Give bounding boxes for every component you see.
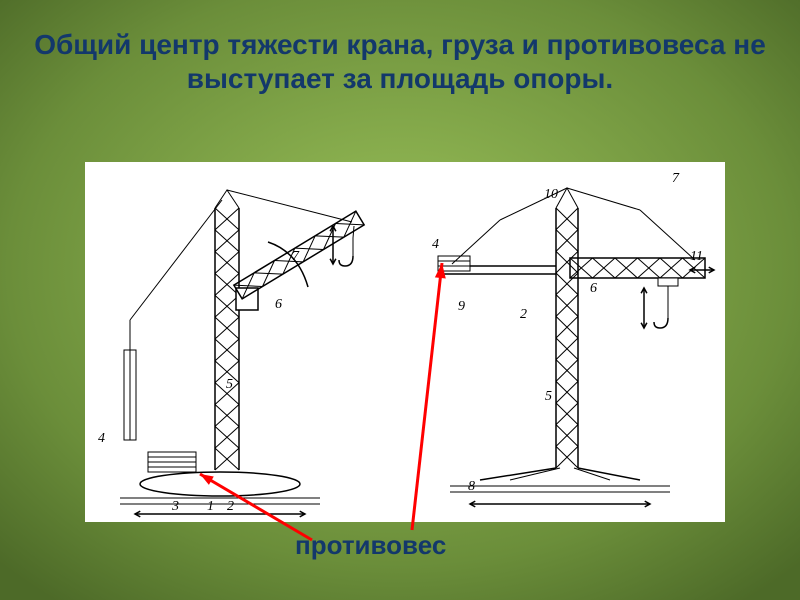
svg-text:8: 8: [468, 479, 475, 494]
svg-text:3: 3: [171, 499, 179, 514]
svg-text:9: 9: [458, 299, 465, 314]
svg-text:7: 7: [672, 171, 680, 186]
svg-text:6: 6: [275, 297, 282, 312]
svg-text:7: 7: [292, 249, 300, 264]
svg-text:2: 2: [520, 307, 527, 322]
svg-text:5: 5: [226, 377, 233, 392]
svg-text:5: 5: [545, 389, 552, 404]
counterweight-caption: противовес: [295, 530, 455, 561]
slide: Общий центр тяжести крана, груза и проти…: [0, 0, 800, 600]
slide-title: Общий центр тяжести крана, груза и проти…: [0, 28, 800, 95]
crane-diagram: 123456724567891011: [85, 162, 725, 522]
svg-text:4: 4: [432, 237, 439, 252]
svg-text:1: 1: [207, 499, 214, 514]
svg-text:2: 2: [227, 499, 234, 514]
crane-diagram-svg: 123456724567891011: [85, 162, 725, 522]
svg-text:6: 6: [590, 281, 597, 296]
svg-text:4: 4: [98, 431, 105, 446]
svg-text:11: 11: [690, 249, 703, 264]
svg-text:10: 10: [544, 187, 558, 202]
